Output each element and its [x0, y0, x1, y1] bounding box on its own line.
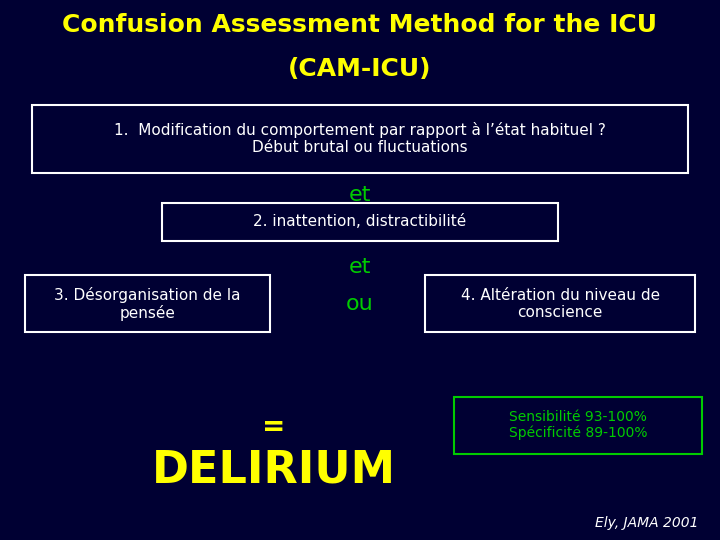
Text: 2. inattention, distractibilité: 2. inattention, distractibilité [253, 214, 467, 230]
Text: 1.  Modification du comportement par rapport à l’état habituel ?
Début brutal ou: 1. Modification du comportement par rapp… [114, 122, 606, 156]
FancyBboxPatch shape [32, 105, 688, 173]
Text: 3. Désorganisation de la
pensée: 3. Désorganisation de la pensée [54, 287, 241, 321]
FancyBboxPatch shape [454, 397, 702, 454]
Text: Sensibilité 93-100%
Spécificité 89-100%: Sensibilité 93-100% Spécificité 89-100% [509, 409, 647, 441]
Text: =: = [262, 413, 285, 441]
Text: Confusion Assessment Method for the ICU: Confusion Assessment Method for the ICU [63, 14, 657, 37]
Text: 4. Altération du niveau de
conscience: 4. Altération du niveau de conscience [461, 288, 660, 320]
FancyBboxPatch shape [425, 275, 695, 332]
Text: Ely, JAMA 2001: Ely, JAMA 2001 [595, 516, 698, 530]
Text: ou: ou [346, 294, 374, 314]
Text: et: et [348, 257, 372, 278]
Text: DELIRIUM: DELIRIUM [152, 448, 395, 491]
Text: (CAM-ICU): (CAM-ICU) [288, 57, 432, 80]
FancyBboxPatch shape [162, 202, 558, 241]
FancyBboxPatch shape [25, 275, 270, 332]
Text: et: et [348, 185, 372, 206]
